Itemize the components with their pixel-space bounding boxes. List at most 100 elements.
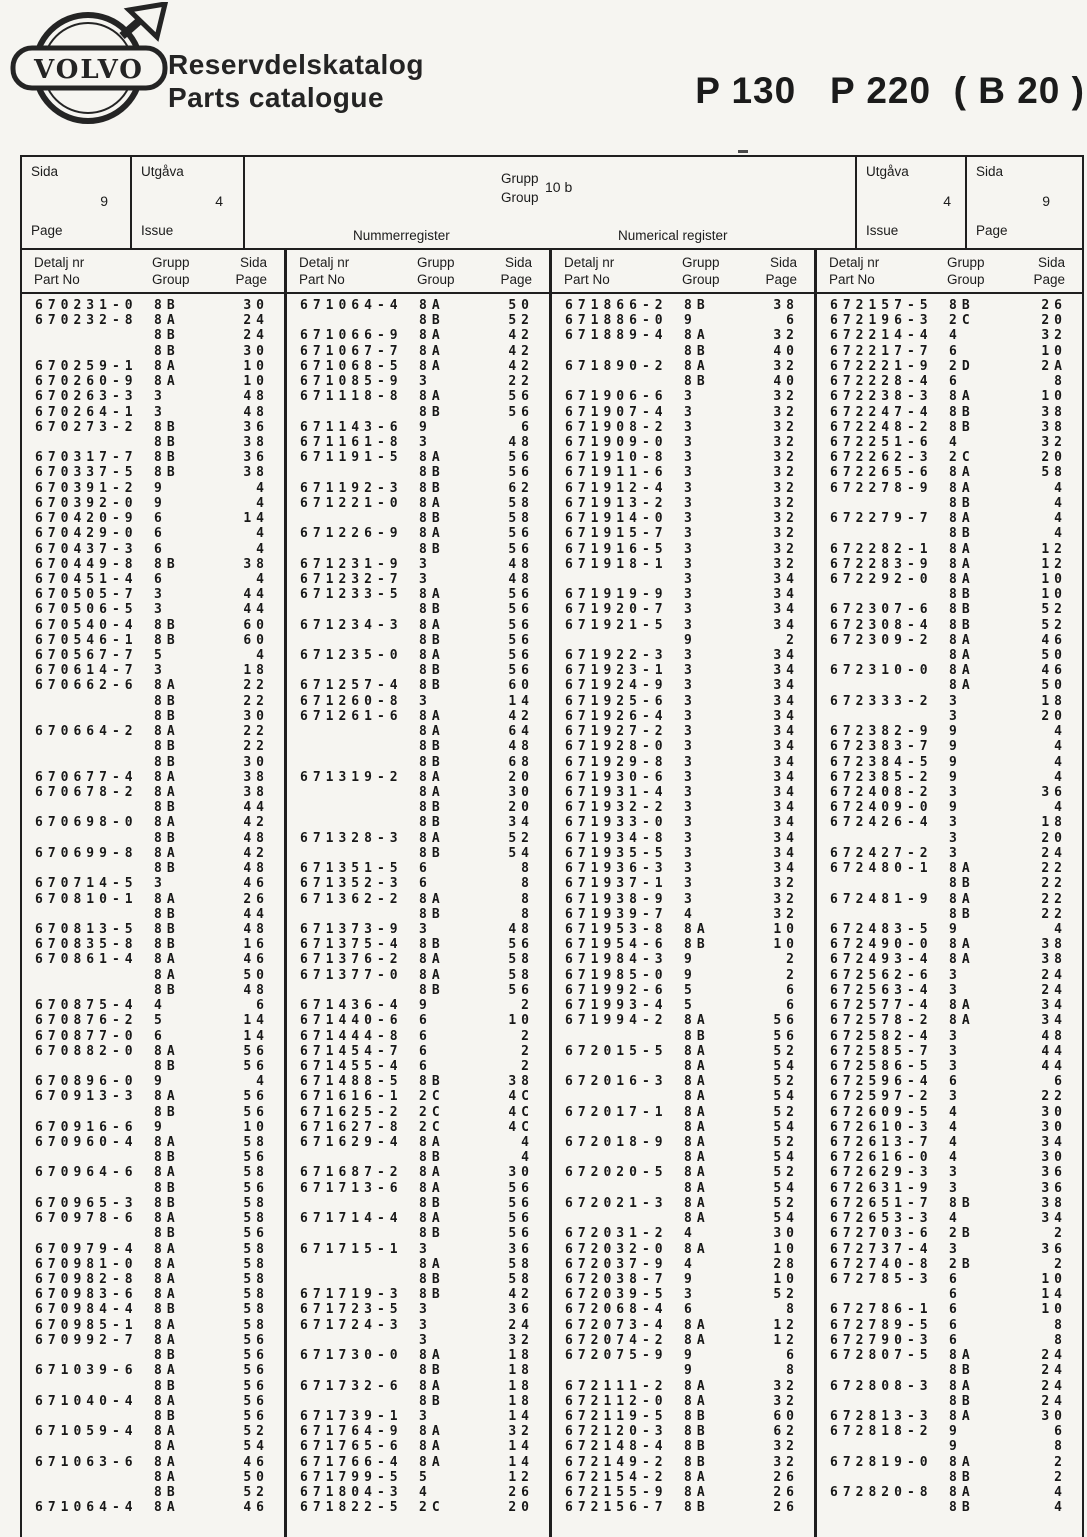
register-row: 672786-1 6 10 [817, 1302, 1082, 1317]
register-row: 671226-9 8A 56 [287, 526, 549, 541]
group-cell: 3 [684, 450, 697, 466]
register-row: 670263-3 3 48 [22, 389, 284, 404]
part-no-cell: 670876-2 [35, 1013, 138, 1029]
part-no-cell: 671444-8 [300, 1028, 403, 1044]
group-cell: 8B [154, 1180, 180, 1196]
part-no-cell: 670964-6 [35, 1165, 138, 1181]
register-row: 8B 38 [22, 435, 284, 450]
group-cell: 8A [419, 1135, 445, 1151]
part-no-cell: 671954-6 [565, 937, 668, 953]
group-cell: 8A [154, 1332, 180, 1348]
part-no-cell: 670614-7 [35, 663, 138, 679]
page-cell: 32 [773, 389, 799, 405]
register-row: 672307-6 8B 52 [817, 602, 1082, 617]
page-cell: 4 [1054, 769, 1067, 785]
column-header-4: Detalj nr Part No Grupp Group Sida Page [817, 250, 1082, 292]
group-cell: 8A [419, 450, 445, 466]
page-cell: 42 [243, 845, 269, 861]
register-row: 672383-7 9 4 [817, 739, 1082, 754]
group-cell: 8B [419, 541, 445, 557]
page-cell: 30 [1041, 1150, 1067, 1166]
group-cell: 4 [949, 1135, 962, 1151]
page-cell: 8 [521, 876, 534, 892]
register-row: 672563-4 3 24 [817, 983, 1082, 998]
group-cell: 8B [419, 815, 445, 831]
register-row: 672562-6 3 24 [817, 968, 1082, 983]
register-row: 671143-6 9 6 [287, 420, 549, 435]
register-row: 671192-3 8B 62 [287, 481, 549, 496]
page-cell: 34 [773, 769, 799, 785]
part-no-cell: 671732-6 [300, 1378, 403, 1394]
part-no-cell: 672426-4 [830, 815, 933, 831]
register-row: 671231-9 3 48 [287, 557, 549, 572]
register-row: 8B 56 [287, 983, 549, 998]
register-row: 670810-1 8A 26 [22, 892, 284, 907]
group-cell: 8B [154, 298, 180, 313]
register-row: 671085-9 3 22 [287, 374, 549, 389]
part-no-cell: 672279-7 [830, 511, 933, 527]
group-cell: 8B [419, 663, 445, 679]
register-row: 670506-5 3 44 [22, 602, 284, 617]
utgava-label: Utgåva [141, 164, 184, 179]
register-row: 8B 56 [22, 1059, 284, 1074]
part-no-cell: 671715-1 [300, 1241, 403, 1257]
page-cell: 4 [1054, 800, 1067, 816]
group-cell: 8A [684, 1089, 710, 1105]
issue-number-right: 4 [943, 193, 951, 209]
group-cell: 6 [154, 571, 167, 587]
page-cell: 58 [243, 1317, 269, 1333]
page-cell: 48 [508, 571, 534, 587]
grupp-label: Grupp [501, 171, 539, 186]
part-no-cell: 670978-6 [35, 1211, 138, 1227]
group-cell: 3 [419, 374, 432, 390]
register-row: 8A 54 [552, 1089, 814, 1104]
part-no-cell: 671928-0 [565, 739, 668, 755]
group-col-label: Group [947, 272, 985, 287]
part-no-cell: 672740-8 [830, 1256, 933, 1272]
register-row: 8B 44 [22, 800, 284, 815]
part-no-cell: 671927-2 [565, 724, 668, 740]
page-cell: 24 [243, 328, 269, 344]
page-cell: 2 [1054, 1469, 1067, 1485]
part-no-cell: 672427-2 [830, 845, 933, 861]
part-no-cell: 672068-4 [565, 1302, 668, 1318]
group-cell: 3 [684, 617, 697, 633]
page-cell: 18 [508, 1363, 534, 1379]
register-row: 670979-4 8A 58 [22, 1242, 284, 1257]
group-cell: 8A [684, 1241, 710, 1257]
page-cell: 14 [508, 1408, 534, 1424]
part-no-cell: 671912-4 [565, 480, 668, 496]
register-row: 671936-3 3 34 [552, 861, 814, 876]
register-row: 671914-0 3 32 [552, 511, 814, 526]
part-no-cell: 672820-8 [830, 1485, 933, 1501]
register-row: 671919-9 3 34 [552, 587, 814, 602]
page-cell: 56 [508, 1226, 534, 1242]
register-row: 671993-4 5 6 [552, 998, 814, 1013]
register-row: 670913-3 8A 56 [22, 1089, 284, 1104]
page-cell: 22 [1041, 1089, 1067, 1105]
part-no-cell: 672597-2 [830, 1089, 933, 1105]
page-cell: 44 [243, 800, 269, 816]
page-cell: 24 [243, 313, 269, 329]
part-no-cell: 670451-4 [35, 571, 138, 587]
group-cell: 4 [949, 1150, 962, 1166]
register-row: 670567-7 5 4 [22, 648, 284, 663]
register-row: 8B 20 [287, 800, 549, 815]
part-no-cell: 671627-8 [300, 1119, 403, 1135]
page-cell: 58 [508, 511, 534, 527]
register-row: 8A 64 [287, 724, 549, 739]
register-row: 672156-7 8B 26 [552, 1500, 814, 1515]
group-cell: 8B [154, 693, 180, 709]
part-no-cell: 670714-5 [35, 876, 138, 892]
page-cell: 14 [508, 1454, 534, 1470]
page-cell: 38 [1041, 1195, 1067, 1211]
page-cell: 10 [1041, 343, 1067, 359]
page-cell: 34 [773, 693, 799, 709]
part-no-cell: 672333-2 [830, 693, 933, 709]
group-cell: 9 [154, 1119, 167, 1135]
group-cell: 3 [684, 845, 697, 861]
register-row: 8A 54 [552, 1150, 814, 1165]
register-row: 671890-2 8A 32 [552, 359, 814, 374]
register-row: 671799-5 5 12 [287, 1470, 549, 1485]
group-cell: 8B [419, 404, 445, 420]
